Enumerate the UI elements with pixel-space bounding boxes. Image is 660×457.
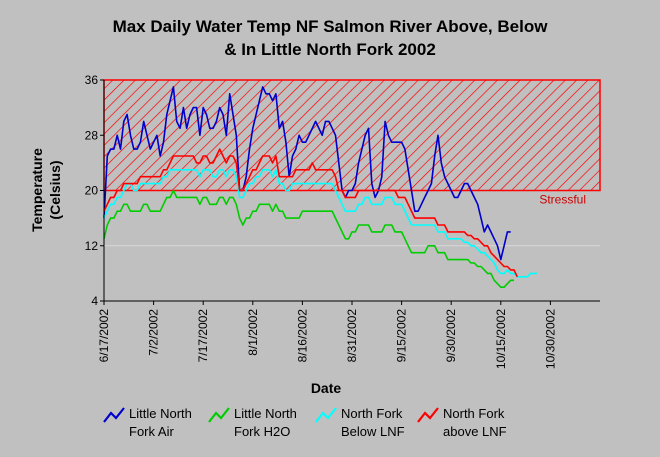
x-tick-label: 7/17/2002 xyxy=(196,309,210,363)
series-line-3 xyxy=(103,148,519,278)
legend-label-0-line-1: Little North xyxy=(129,406,192,421)
x-tick-label: 10/30/2002 xyxy=(543,309,557,369)
x-tick-label: 9/15/2002 xyxy=(395,309,409,363)
legend-label-3-line-1: North Fork xyxy=(443,406,505,421)
series-line-0 xyxy=(103,86,511,261)
legend-swatch-2 xyxy=(315,407,337,423)
chart-title-line-2: & In Little North Fork 2002 xyxy=(224,40,436,59)
y-axis-title-line-2: (Celsius) xyxy=(47,160,63,219)
legend-label-1-line-2: Fork H2O xyxy=(234,424,290,439)
x-tick-label: 8/16/2002 xyxy=(295,309,309,363)
y-tick-label: 12 xyxy=(85,239,99,253)
y-tick-label: 36 xyxy=(85,73,99,87)
x-tick-label: 6/17/2002 xyxy=(97,309,111,363)
y-tick-label: 20 xyxy=(85,184,99,198)
x-tick-label: 10/15/2002 xyxy=(494,309,508,369)
y-axis-title-line-1: Temperature xyxy=(29,148,45,232)
series-line-2 xyxy=(103,169,538,278)
legend-label-2-line-2: Below LNF xyxy=(341,424,405,439)
legend-label-2-line-1: North Fork xyxy=(341,406,403,421)
x-tick-label: 9/30/2002 xyxy=(444,309,458,363)
stressful-label: Stressful xyxy=(539,193,586,207)
stressful-zone xyxy=(103,79,601,192)
legend-swatch-1 xyxy=(208,407,230,423)
legend-swatch-3 xyxy=(417,407,439,423)
plot-area: Stressful 4 12 20 28 36 6/17/2002 7/2/2002 7/17/… xyxy=(85,73,601,369)
legend-label-1-line-1: Little North xyxy=(234,406,297,421)
x-axis-title: Date xyxy=(311,380,342,396)
chart-title-line-1: Max Daily Water Temp NF Salmon River Abo… xyxy=(113,17,549,36)
legend-swatch-0 xyxy=(103,407,125,423)
legend-label-3-line-2: above LNF xyxy=(443,424,507,439)
x-tick-label: 7/2/2002 xyxy=(147,309,161,356)
x-tick-label: 8/31/2002 xyxy=(345,309,359,363)
legend-label-0-line-2: Fork Air xyxy=(129,424,174,439)
y-tick-label: 28 xyxy=(85,128,99,142)
y-tick-label: 4 xyxy=(91,294,98,308)
series-line-1 xyxy=(103,189,514,289)
legend: Little North Fork Air Little North Fork H2O… xyxy=(103,406,507,439)
x-tick-label: 8/1/2002 xyxy=(246,309,260,356)
